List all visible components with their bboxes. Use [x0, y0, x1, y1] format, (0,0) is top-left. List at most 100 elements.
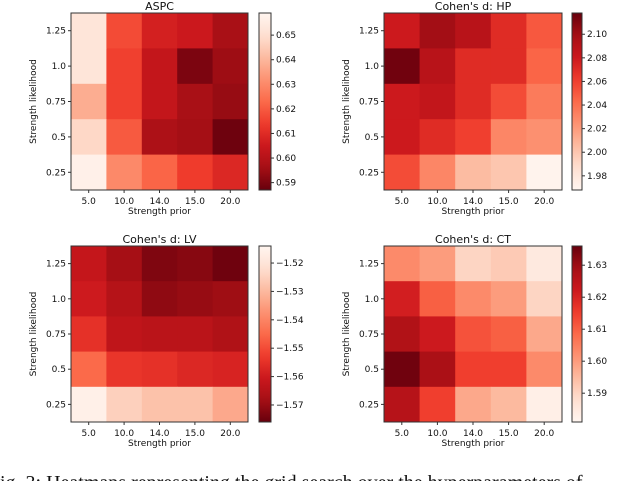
x-tick-label: 10.0 — [114, 197, 134, 207]
colorbar-tick-label: −1.56 — [276, 373, 304, 383]
heatmap-cell — [106, 386, 143, 423]
heatmap-cell — [455, 83, 492, 120]
heatmap-cell — [455, 13, 492, 49]
chart-title: Cohen's d: LV — [122, 233, 196, 246]
heatmap-cell — [106, 119, 143, 156]
heatmap-cell — [141, 48, 178, 85]
heatmap-cell — [384, 386, 421, 423]
x-tick-label: 15.0 — [185, 197, 205, 207]
colorbar-tick-label: −1.53 — [276, 287, 304, 297]
y-tick-label: 1.0 — [365, 295, 380, 305]
y-tick-label: 1.25 — [359, 260, 379, 270]
heatmap-cell — [177, 386, 214, 423]
heatmap-cell — [106, 281, 143, 317]
heatmap-cell — [106, 154, 143, 191]
colorbar-tick-label: 0.60 — [276, 154, 296, 164]
heatmap-cell — [177, 83, 214, 120]
heatmap-cell — [141, 281, 178, 317]
heatmap-cell — [141, 154, 178, 191]
heatmap-cell — [526, 13, 563, 49]
heatmap-cell — [71, 48, 107, 85]
y-axis-label: Strength likelihood — [29, 292, 39, 377]
heatmap-cell — [384, 13, 421, 49]
heatmap-cell — [141, 316, 178, 353]
y-tick-label: 0.5 — [365, 365, 379, 375]
heatmap-cell — [490, 83, 527, 120]
heatmap-cell — [526, 351, 563, 388]
colorbar-tick-label: 0.61 — [276, 129, 296, 139]
colorbar-tick-label: 2.00 — [587, 148, 607, 158]
heatmap-panel-3: Cohen's d: LV 5.0 10.0 14.0 15.0 20.0 Strength… — [29, 233, 304, 449]
x-axis-label: Strength prior — [128, 207, 191, 217]
y-axis-label: Strength likelihood — [29, 59, 39, 144]
heatmap-cell — [490, 13, 527, 49]
x-tick-label: 20.0 — [534, 429, 554, 439]
heatmap-cell — [455, 281, 492, 317]
heatmap-cell — [419, 386, 456, 423]
y-tick-label: 1.25 — [359, 27, 379, 37]
heatmap-cell — [419, 154, 456, 191]
y-tick-label: 1.25 — [46, 27, 66, 37]
heatmap-cell — [71, 13, 107, 49]
heatmap-cell — [106, 48, 143, 85]
x-tick-label: 14.0 — [463, 197, 483, 207]
heatmap-cell — [526, 154, 563, 191]
colorbar-tick-label: 1.62 — [587, 293, 607, 303]
heatmap-cell — [419, 246, 456, 282]
y-tick-label: 0.25 — [359, 168, 379, 178]
heatmap-cell — [384, 154, 421, 191]
heatmap-cell — [71, 386, 107, 423]
heatmap-cell — [384, 281, 421, 317]
heatmap-cell — [71, 83, 107, 120]
colorbar — [258, 12, 272, 191]
y-tick-label: 1.0 — [52, 62, 67, 72]
heatmap-cell — [141, 351, 178, 388]
heatmap-cell — [455, 48, 492, 85]
chart-title: ASPC — [145, 0, 174, 13]
x-tick-label: 20.0 — [220, 197, 240, 207]
y-tick-label: 1.0 — [52, 295, 67, 305]
colorbar-tick-label: −1.57 — [276, 401, 304, 411]
heatmap-cell — [419, 119, 456, 156]
heatmap-cell — [526, 119, 563, 156]
colorbar-tick-label: 2.06 — [587, 77, 607, 87]
heatmap-cell — [419, 316, 456, 353]
heatmap-cell — [177, 119, 214, 156]
x-axis-label: Strength prior — [442, 439, 505, 449]
y-tick-label: 1.0 — [365, 62, 380, 72]
heatmap-cell — [106, 316, 143, 353]
x-axis-label: Strength prior — [128, 439, 191, 449]
heatmap-cell — [455, 246, 492, 282]
colorbar-tick-label: 1.98 — [587, 172, 607, 182]
heatmap-cell — [490, 386, 527, 423]
x-axis-label: Strength prior — [442, 207, 505, 217]
heatmap-cell — [526, 48, 563, 85]
x-tick-label: 5.0 — [82, 197, 97, 207]
heatmap-cell — [490, 316, 527, 353]
heatmap-cell — [212, 13, 249, 49]
heatmap-cell — [71, 316, 107, 353]
heatmap-cell — [212, 246, 249, 282]
heatmap-cell — [384, 246, 421, 282]
heatmap-cell — [106, 246, 143, 282]
heatmap-cell — [106, 13, 143, 49]
chart-title: Cohen's d: CT — [435, 233, 511, 246]
heatmap-cell — [71, 281, 107, 317]
colorbar-tick-label: 1.63 — [587, 261, 607, 271]
heatmap-cell — [490, 119, 527, 156]
y-axis-label: Strength likelihood — [342, 59, 352, 144]
colorbar-tick-label: −1.52 — [276, 259, 304, 269]
x-tick-label: 15.0 — [185, 429, 205, 439]
heatmap-cell — [71, 351, 107, 388]
heatmap-cell — [490, 281, 527, 317]
heatmap-cell — [490, 48, 527, 85]
x-tick-label: 14.0 — [149, 429, 169, 439]
heatmap-cell — [141, 386, 178, 423]
y-tick-label: 0.5 — [52, 365, 66, 375]
colorbar-tick-label: −1.55 — [276, 344, 304, 354]
heatmap-cell — [455, 386, 492, 423]
y-tick-label: 0.5 — [365, 133, 379, 143]
y-tick-label: 0.75 — [46, 330, 66, 340]
heatmap-cell — [490, 154, 527, 191]
